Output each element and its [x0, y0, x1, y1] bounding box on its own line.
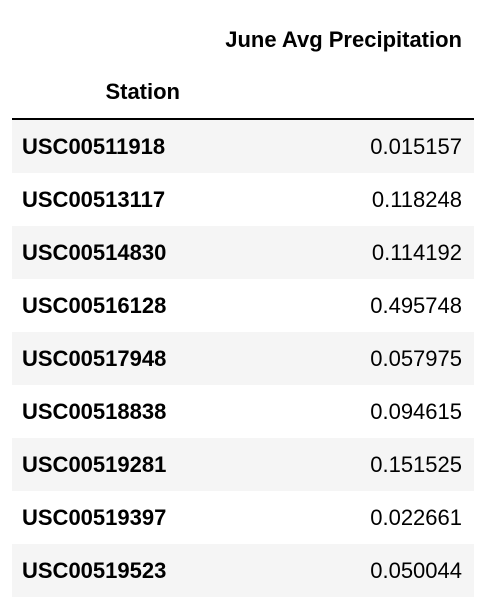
table-row: USC00517948 0.057975	[12, 332, 474, 385]
header-divider	[12, 118, 474, 120]
station-id: USC00519281	[22, 452, 167, 477]
precipitation-value: 0.057975	[370, 346, 462, 371]
precipitation-value: 0.151525	[370, 452, 462, 477]
precipitation-value: 0.050044	[370, 558, 462, 583]
station-id: USC00519523	[22, 558, 167, 583]
station-id: USC00516128	[22, 293, 167, 318]
table-row: USC00514830 0.114192	[12, 226, 474, 279]
table-row: USC00516128 0.495748	[12, 279, 474, 332]
precipitation-value: 0.495748	[370, 293, 462, 318]
precipitation-value: 0.022661	[370, 505, 462, 530]
column-header-june-avg-precipitation: June Avg Precipitation	[225, 27, 462, 52]
precipitation-value: 0.114192	[371, 240, 462, 265]
table-row: USC00513117 0.118248	[12, 173, 474, 226]
table-row: USC00518838 0.094615	[12, 385, 474, 438]
table-row: USC00519281 0.151525	[12, 438, 474, 491]
station-id: USC00513117	[22, 187, 166, 212]
precipitation-value: 0.094615	[370, 399, 462, 424]
station-id: USC00518838	[22, 399, 167, 424]
table-row: USC00519397 0.022661	[12, 491, 474, 544]
index-header-station: Station	[105, 79, 180, 104]
table-row: USC00519523 0.050044	[12, 544, 474, 597]
station-id: USC00514830	[22, 240, 167, 265]
table-row: USC00511918 0.015157	[12, 120, 474, 173]
station-id: USC00519397	[22, 505, 167, 530]
precipitation-value: 0.118248	[371, 187, 462, 212]
precipitation-value: 0.015157	[370, 134, 462, 159]
table-body: USC00511918 0.015157 USC00513117 0.11824…	[12, 120, 474, 597]
station-id: USC00511918	[22, 134, 166, 159]
station-id: USC00517948	[22, 346, 167, 371]
